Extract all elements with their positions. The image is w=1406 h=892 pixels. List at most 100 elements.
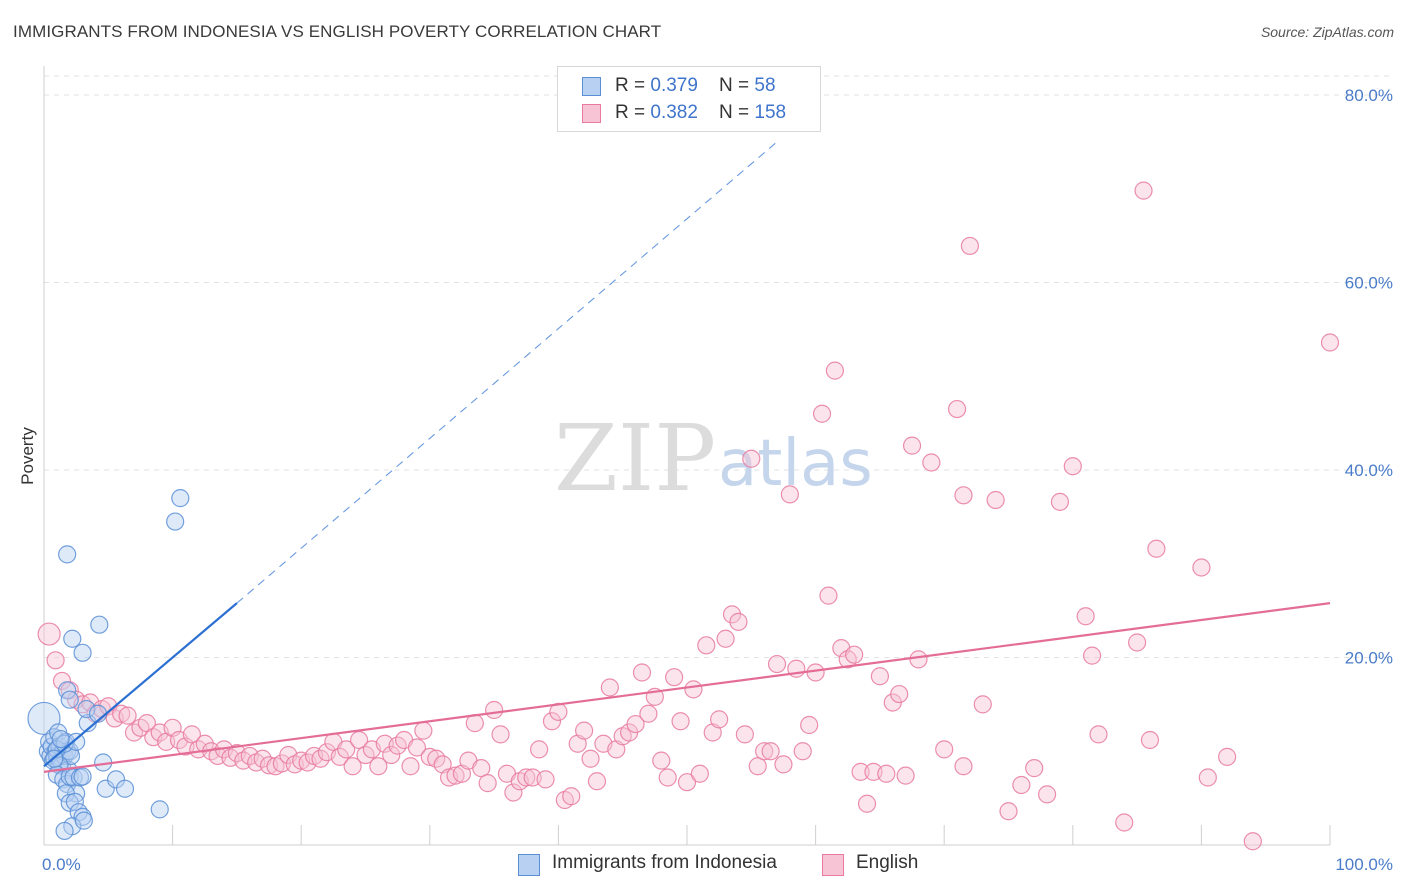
english-point-157 bbox=[1147, 539, 1166, 558]
legend-label-indonesia: Immigrants from Indonesia bbox=[552, 852, 777, 873]
indonesia-point-41 bbox=[73, 643, 92, 662]
english-point-2 bbox=[52, 671, 72, 691]
english-point-132 bbox=[890, 684, 909, 704]
x-tick-labels: 0.0% 100.0% bbox=[42, 855, 1393, 874]
gridlines bbox=[44, 75, 1392, 658]
english-point-120 bbox=[812, 404, 832, 423]
english-point-158 bbox=[1192, 558, 1211, 577]
y-axis-label: Poverty bbox=[18, 427, 37, 485]
chart-title: IMMIGRANTS FROM INDONESIA VS ENGLISH POV… bbox=[13, 22, 662, 41]
english-point-142 bbox=[973, 695, 992, 714]
english-point-126 bbox=[851, 762, 870, 781]
english-point-96 bbox=[658, 768, 677, 787]
english-point-68 bbox=[478, 774, 497, 793]
english-point-69 bbox=[485, 700, 504, 720]
stats-row-english: R = 0.382 N = 158 bbox=[582, 102, 786, 126]
english-point-122 bbox=[825, 361, 844, 380]
english-point-24 bbox=[195, 734, 214, 753]
indonesia-point-44 bbox=[90, 615, 109, 634]
english-point-81 bbox=[562, 787, 581, 806]
english-point-117 bbox=[793, 742, 812, 761]
indonesia-point-43 bbox=[77, 699, 96, 719]
x-tick-label-0: 0.0% bbox=[42, 855, 81, 874]
stats-row-indonesia: R = 0.379 N = 58 bbox=[582, 75, 776, 99]
english-point-105 bbox=[716, 629, 735, 648]
stats-swatch-english bbox=[582, 104, 601, 123]
english-point-56 bbox=[401, 757, 420, 776]
english-point-100 bbox=[684, 680, 703, 699]
y-tick-label-3: 80.0% bbox=[1345, 86, 1393, 105]
english-point-151 bbox=[1082, 646, 1102, 665]
english-point-112 bbox=[761, 742, 780, 761]
y-tick-label-1: 40.0% bbox=[1345, 461, 1393, 480]
english-point-143 bbox=[986, 490, 1005, 510]
english-point-150 bbox=[1076, 607, 1095, 626]
legend-label-english: English bbox=[856, 852, 919, 873]
indonesia-point-55 bbox=[67, 732, 86, 751]
indonesia-point-50 bbox=[150, 800, 169, 819]
english-point-1 bbox=[46, 651, 65, 670]
english-point-98 bbox=[671, 712, 690, 731]
english-point-51 bbox=[369, 757, 388, 776]
y-tick-label-2: 60.0% bbox=[1345, 274, 1393, 293]
watermark-zip: ZIP bbox=[554, 405, 716, 512]
indonesia-point-28 bbox=[73, 767, 92, 786]
english-point-101 bbox=[690, 764, 709, 783]
english-point-92 bbox=[632, 663, 652, 682]
indonesia-trend-extension bbox=[236, 141, 778, 604]
english-point-47 bbox=[343, 757, 362, 776]
english-point-125 bbox=[845, 645, 864, 664]
english-point-106 bbox=[722, 605, 742, 624]
indonesia-point-31 bbox=[65, 792, 84, 811]
english-point-129 bbox=[870, 667, 890, 686]
english-point-77 bbox=[536, 770, 555, 789]
english-point-108 bbox=[735, 725, 754, 744]
english-point-135 bbox=[909, 650, 928, 669]
english-point-147 bbox=[1037, 785, 1057, 804]
english-point-0 bbox=[37, 622, 61, 646]
legend-swatch-indonesia bbox=[518, 854, 540, 876]
english-point-102 bbox=[697, 636, 716, 655]
legend-swatch-english bbox=[822, 854, 844, 876]
english-point-78 bbox=[542, 712, 562, 731]
english-point-160 bbox=[1218, 747, 1237, 766]
english-point-53 bbox=[382, 745, 401, 765]
english-points bbox=[37, 181, 1340, 851]
axes bbox=[43, 66, 1331, 846]
stats-swatch-indonesia bbox=[582, 77, 601, 96]
english-point-118 bbox=[800, 715, 819, 735]
stats-text-indonesia: R = 0.379 N = 58 bbox=[615, 75, 776, 96]
english-point-72 bbox=[504, 783, 523, 802]
english-point-74 bbox=[517, 768, 536, 787]
english-point-113 bbox=[767, 654, 787, 674]
english-point-22 bbox=[182, 725, 201, 744]
english-point-83 bbox=[575, 721, 594, 740]
source-label: Source: ZipAtlas.com bbox=[1260, 24, 1394, 40]
english-point-93 bbox=[639, 704, 658, 723]
english-point-139 bbox=[954, 757, 973, 776]
english-point-91 bbox=[626, 714, 645, 734]
y-tick-label-0: 20.0% bbox=[1345, 649, 1393, 668]
english-point-144 bbox=[999, 802, 1018, 821]
english-point-110 bbox=[748, 757, 767, 776]
indonesia-point-52 bbox=[171, 489, 190, 508]
trend-lines bbox=[43, 141, 1331, 773]
english-point-161 bbox=[1243, 832, 1262, 851]
indonesia-point-38 bbox=[60, 690, 79, 709]
english-point-58 bbox=[414, 721, 433, 740]
english-point-127 bbox=[857, 794, 877, 813]
english-point-12 bbox=[118, 706, 137, 725]
english-point-114 bbox=[774, 755, 793, 774]
english-point-141 bbox=[960, 236, 980, 256]
indonesia-point-51 bbox=[166, 512, 185, 531]
english-point-46 bbox=[337, 740, 356, 759]
y-tick-labels: 20.0% 40.0% 60.0% 80.0% bbox=[1345, 86, 1393, 668]
watermark-atlas: atlas bbox=[718, 427, 873, 501]
english-point-154 bbox=[1127, 633, 1147, 652]
english-point-134 bbox=[902, 436, 922, 455]
english-point-137 bbox=[935, 740, 954, 759]
english-point-70 bbox=[491, 725, 510, 744]
english-point-146 bbox=[1025, 759, 1044, 778]
english-point-111 bbox=[755, 742, 774, 761]
english-point-67 bbox=[472, 759, 491, 778]
